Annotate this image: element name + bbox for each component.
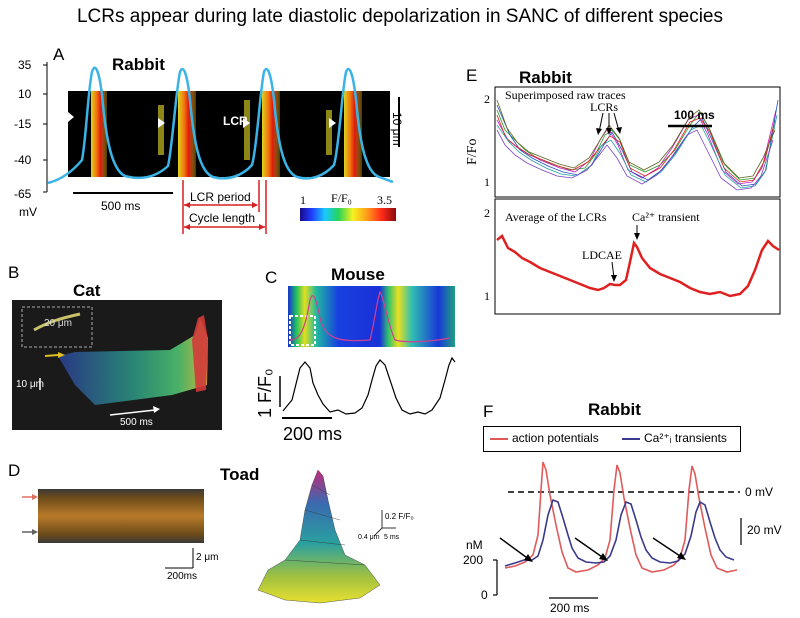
panel-e-average-trace [496, 234, 780, 298]
panel-f-ca-trace [504, 498, 735, 567]
panel-f-legend-ap: action potentials [512, 431, 599, 445]
panel-f-ap-trace [504, 461, 738, 573]
panel-c-letter: C [265, 268, 278, 287]
panel-d-surface-t-scale: 5 ms [384, 534, 400, 541]
panel-f-legend-ap-swatch [490, 438, 508, 440]
panel-d-surface-x-scale: 0.4 μm [358, 534, 380, 541]
panel-f-legend: action potentials Ca²⁺ᵢ transients [483, 426, 741, 452]
panel-e-top-time-scale-label: 100 ms [674, 108, 715, 122]
panel-c-species: Mouse [331, 265, 385, 284]
panel-a-ap-trace [47, 66, 394, 185]
panel-b-letter: B [8, 263, 20, 282]
panel-d-surface-z-scale: 0.2 F/F₀ [385, 512, 414, 521]
panel-e-top-tick-1: 1 [484, 175, 490, 189]
panel-a-lcr-period-label: LCR period [190, 190, 251, 204]
panel-a-tick-minus40: -40 [14, 153, 32, 167]
panel-e-bottom-tick-1: 1 [484, 289, 490, 303]
panel-f-legend-ca: Ca²⁺ᵢ transients [644, 431, 727, 445]
panel-f-nm-0: 0 [481, 588, 488, 602]
panel-f-species: Rabbit [588, 400, 641, 419]
panel-a-time-scale-label: 500 ms [101, 199, 141, 213]
panel-a-tick-minus15: -15 [14, 117, 32, 131]
panel-e-bottom-box [494, 198, 781, 315]
panel-a-lcr-label: LCR [223, 114, 248, 128]
panel-a-cycle-length-label: Cycle length [189, 211, 256, 225]
panel-e-top-title: Superimposed raw traces [505, 88, 626, 102]
panel-f-mv-scale-label: 20 mV [747, 523, 782, 537]
panel-d-linescan [38, 489, 204, 543]
panel-d-surface [257, 469, 381, 604]
panel-e-bottom-tick-2: 2 [484, 206, 490, 220]
panel-f-zero-mv-label: 0 mV [745, 485, 774, 499]
panel-d-space-scale: 2 μm [196, 552, 219, 563]
panel-e-letter: E [466, 66, 478, 85]
panel-b-inset-scale: 20 μm [44, 318, 72, 329]
panel-b-species: Cat [73, 281, 101, 300]
panel-e-ldcae-label: LDCAE [582, 248, 622, 262]
panel-e-bottom-title: Average of the LCRs [505, 210, 607, 224]
panel-e-raw-traces [496, 99, 779, 191]
panel-a-unit-mv: mV [19, 205, 37, 219]
panel-a-colorbar-min: 1 [300, 193, 306, 207]
panel-e-species: Rabbit [519, 68, 572, 87]
panel-d-time-scale: 200ms [167, 571, 198, 582]
panel-a-colorbar [300, 208, 396, 221]
panel-f-nm-label: nM [466, 538, 483, 552]
panel-e-top-tick-2: 2 [484, 92, 490, 106]
panel-e-ca-transient-label: Ca²⁺ transient [632, 210, 700, 224]
panel-a-linescan [68, 91, 390, 177]
panel-a-tick-35: 35 [18, 58, 32, 72]
panel-a-tick-minus65: -65 [14, 187, 32, 201]
panel-b-time-scale: 500 ms [120, 417, 153, 428]
panel-f-legend-ca-swatch [622, 438, 640, 440]
panel-f-nm-200: 200 [463, 553, 484, 567]
panel-a-letter: A [53, 45, 65, 64]
panel-f-time-scale-label: 200 ms [550, 601, 590, 615]
panel-f-letter: F [483, 402, 494, 421]
panel-c-trace [282, 356, 456, 415]
figure-title: LCRs appear during late diastolic depola… [76, 6, 723, 27]
panel-a-colorbar-title: F/F₀ [331, 191, 352, 205]
panel-a-colorbar-max: 3.5 [377, 193, 392, 207]
panel-d-letter: D [8, 461, 21, 480]
panel-d-species: Toad [220, 465, 260, 484]
panel-a-species: Rabbit [112, 55, 165, 74]
panel-b-space-scale: 10 μm [16, 379, 44, 390]
panel-c-time-scale-label: 200 ms [283, 424, 343, 444]
panel-a-tick-10: 10 [18, 87, 32, 101]
panel-e-lcrs-label: LCRs [590, 100, 619, 114]
